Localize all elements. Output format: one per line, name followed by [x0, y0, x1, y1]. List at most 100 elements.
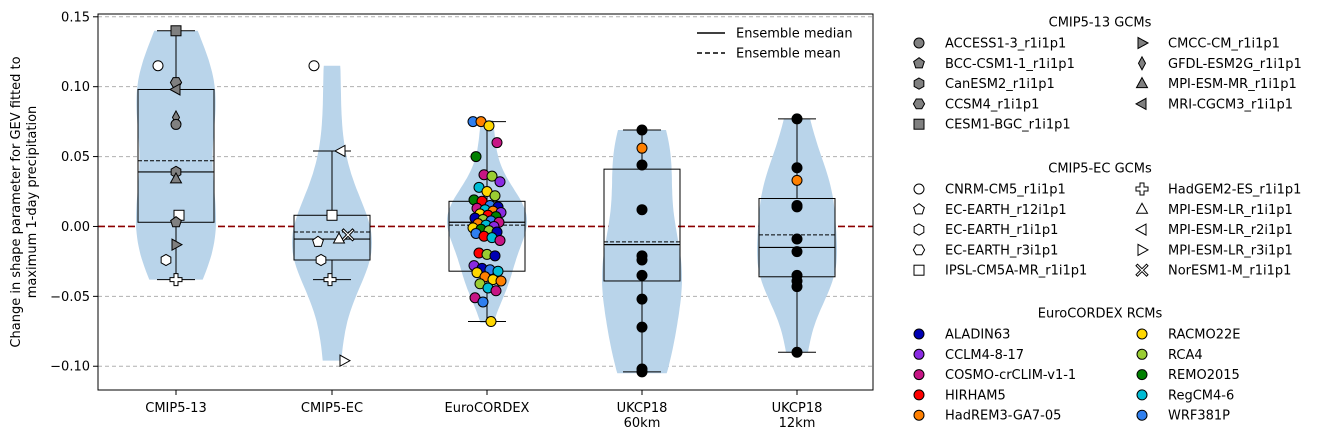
legend-marker-1-1-3 [1137, 243, 1150, 257]
point-4-0 [791, 113, 803, 125]
legend-label-1-1-2: MPI-ESM-LR_r2i1p1 [1168, 223, 1293, 238]
point-1-8 [339, 354, 352, 367]
point-3-8 [636, 321, 648, 333]
legend-label-0-1-0: CMCC-CM_r1i1p1 [1168, 37, 1280, 52]
legend-marker-1-1-2 [1134, 223, 1147, 236]
legend-label-2-0-1: CCLM4-8-17 [945, 348, 1024, 363]
point-4-5 [791, 233, 803, 245]
legend-label-1-1-3: MPI-ESM-LR_r3i1p1 [1168, 243, 1293, 258]
x-tick-label-4-1: 12km [779, 416, 816, 431]
point-1-3 [341, 228, 355, 242]
point-4-2 [791, 174, 803, 186]
legend-marker-0-1-2 [1135, 76, 1149, 89]
legend-label-0-1-1: GFDL-ESM2G_r1i1p1 [1168, 57, 1302, 72]
point-1-6 [315, 253, 327, 267]
plot-area-frame [97, 13, 874, 391]
point-0-3 [168, 83, 181, 96]
point-1-4 [332, 232, 346, 244]
legend-title-1: CMIP5-EC GCMs [1048, 162, 1152, 177]
legend-title-2: EuroCORDEX RCMs [1038, 307, 1163, 322]
point-2-53 [485, 316, 497, 328]
point-1-0 [308, 60, 320, 72]
legend-label-1-0-1: EC-EARTH_r12i1p1 [945, 203, 1067, 218]
legend-label-2-0-0: ALADIN63 [945, 328, 1010, 343]
legend-marker-2-0-2 [913, 369, 925, 381]
point-2-43 [492, 265, 504, 277]
legend-label-2-1-2: REMO2015 [1168, 368, 1240, 383]
point-2-52 [477, 296, 489, 308]
legend-marker-2-1-0 [1136, 328, 1148, 340]
point-2-6 [486, 170, 498, 182]
legend-marker-0-1-3 [1134, 97, 1147, 111]
y-tick-label-0: −0.10 [50, 360, 90, 375]
point-2-36 [494, 234, 506, 246]
legend-marker-0-0-0 [913, 37, 925, 49]
legend-marker-1-0-1 [913, 203, 925, 215]
point-2-7 [494, 176, 506, 188]
y-axis: −0.10 −0.05 0.00 0.05 0.10 0.15 [50, 10, 98, 375]
legend-title-0: CMIP5-13 GCMs [1049, 16, 1152, 31]
legend-marker-0-1-1 [1137, 55, 1147, 71]
marker-legend: CMIP5-13 GCMs ACCESS1-3_r1i1p1 BCC-CSM1-1_… [912, 16, 1302, 424]
y-tick-label-1: −0.05 [50, 290, 90, 305]
legend-marker-0-0-3 [912, 98, 926, 110]
y-axis-label-line-2: maximum 1-day precipitation [25, 106, 40, 299]
x-axis: CMIP5-13 CMIP5-EC EuroCORDEX UKCP1860kmUKCP… [145, 390, 822, 431]
legend-label-2-1-3: RegCM4-6 [1168, 388, 1234, 403]
legend-label-0-1-3: MRI-CGCM3_r1i1p1 [1168, 97, 1293, 112]
point-0-9 [170, 216, 182, 228]
x-tick-label-0-0: CMIP5-13 [145, 401, 206, 416]
point-3-0 [636, 124, 648, 136]
legend-label-1-1-1: MPI-ESM-LR_r1i1p1 [1168, 203, 1293, 218]
legend-label-2-0-4: HadREM3-GA7-05 [945, 409, 1061, 424]
point-0-1 [152, 60, 164, 72]
point-1-7 [323, 273, 337, 287]
y-axis-label-line-1: Change in shape parameter for GEV fitted… [9, 56, 24, 347]
legend-marker-1-1-4 [1135, 263, 1149, 277]
legend-marker-1-0-2 [913, 223, 925, 236]
point-2-10 [489, 190, 501, 202]
point-0-11 [160, 253, 172, 267]
point-2-3 [491, 137, 503, 149]
legend-label-1-0-0: CNRM-CM5_r1i1p1 [945, 183, 1066, 198]
x-tick-label-1-0: CMIP5-EC [301, 401, 363, 416]
legend-marker-2-1-2 [1136, 369, 1148, 381]
point-2-4 [470, 151, 482, 163]
point-1-1 [333, 144, 346, 158]
point-2-2 [483, 120, 495, 132]
point-4-9 [791, 281, 803, 293]
point-2-39 [489, 250, 501, 262]
legend-label-1-0-4: IPSL-CM5A-MR_r1i1p1 [945, 264, 1087, 279]
point-2-47 [495, 275, 507, 287]
point-4-1 [791, 162, 803, 174]
point-4-10 [791, 346, 803, 358]
point-0-10 [171, 238, 184, 251]
point-4-6 [791, 246, 803, 258]
point-1-2 [326, 209, 338, 221]
legend-label-0-1-2: MPI-ESM-MR_r1i1p1 [1168, 77, 1297, 92]
model-points [152, 25, 803, 378]
legend-marker-2-1-3 [1136, 389, 1148, 401]
x-tick-label-3-0: UKCP18 [617, 401, 668, 416]
legend-marker-2-1-4 [1136, 409, 1148, 421]
legend-marker-1-0-0 [913, 183, 925, 195]
point-3-10 [636, 366, 648, 378]
legend-label-1-1-0: HadGEM2-ES_r1i1p1 [1168, 183, 1301, 198]
line-legend: Ensemble median Ensemble mean [697, 27, 853, 62]
legend-label-0-0-1: BCC-CSM1-1_r1i1p1 [945, 57, 1075, 72]
violins [136, 30, 837, 374]
legend-marker-1-0-3 [912, 244, 926, 256]
legend-label-0-0-4: CESM1-BGC_r1i1p1 [945, 118, 1071, 133]
y-tick-label-2: 0.00 [61, 220, 90, 235]
legend-label-2-0-2: COSMO-crCLIM-v1-1 [945, 368, 1076, 383]
x-tick-label-4-0: UKCP18 [772, 401, 823, 416]
point-0-5 [170, 118, 182, 130]
x-tick-label-3-1: 60km [624, 416, 661, 431]
legend-marker-2-0-4 [913, 409, 925, 421]
legend-label-2-0-3: HIRHAM5 [945, 388, 1006, 403]
legend-marker-2-0-3 [913, 389, 925, 401]
y-tick-label-5: 0.15 [61, 10, 90, 25]
point-1-5 [312, 235, 324, 247]
legend-label-0-0-3: CCSM4_r1i1p1 [945, 97, 1039, 112]
